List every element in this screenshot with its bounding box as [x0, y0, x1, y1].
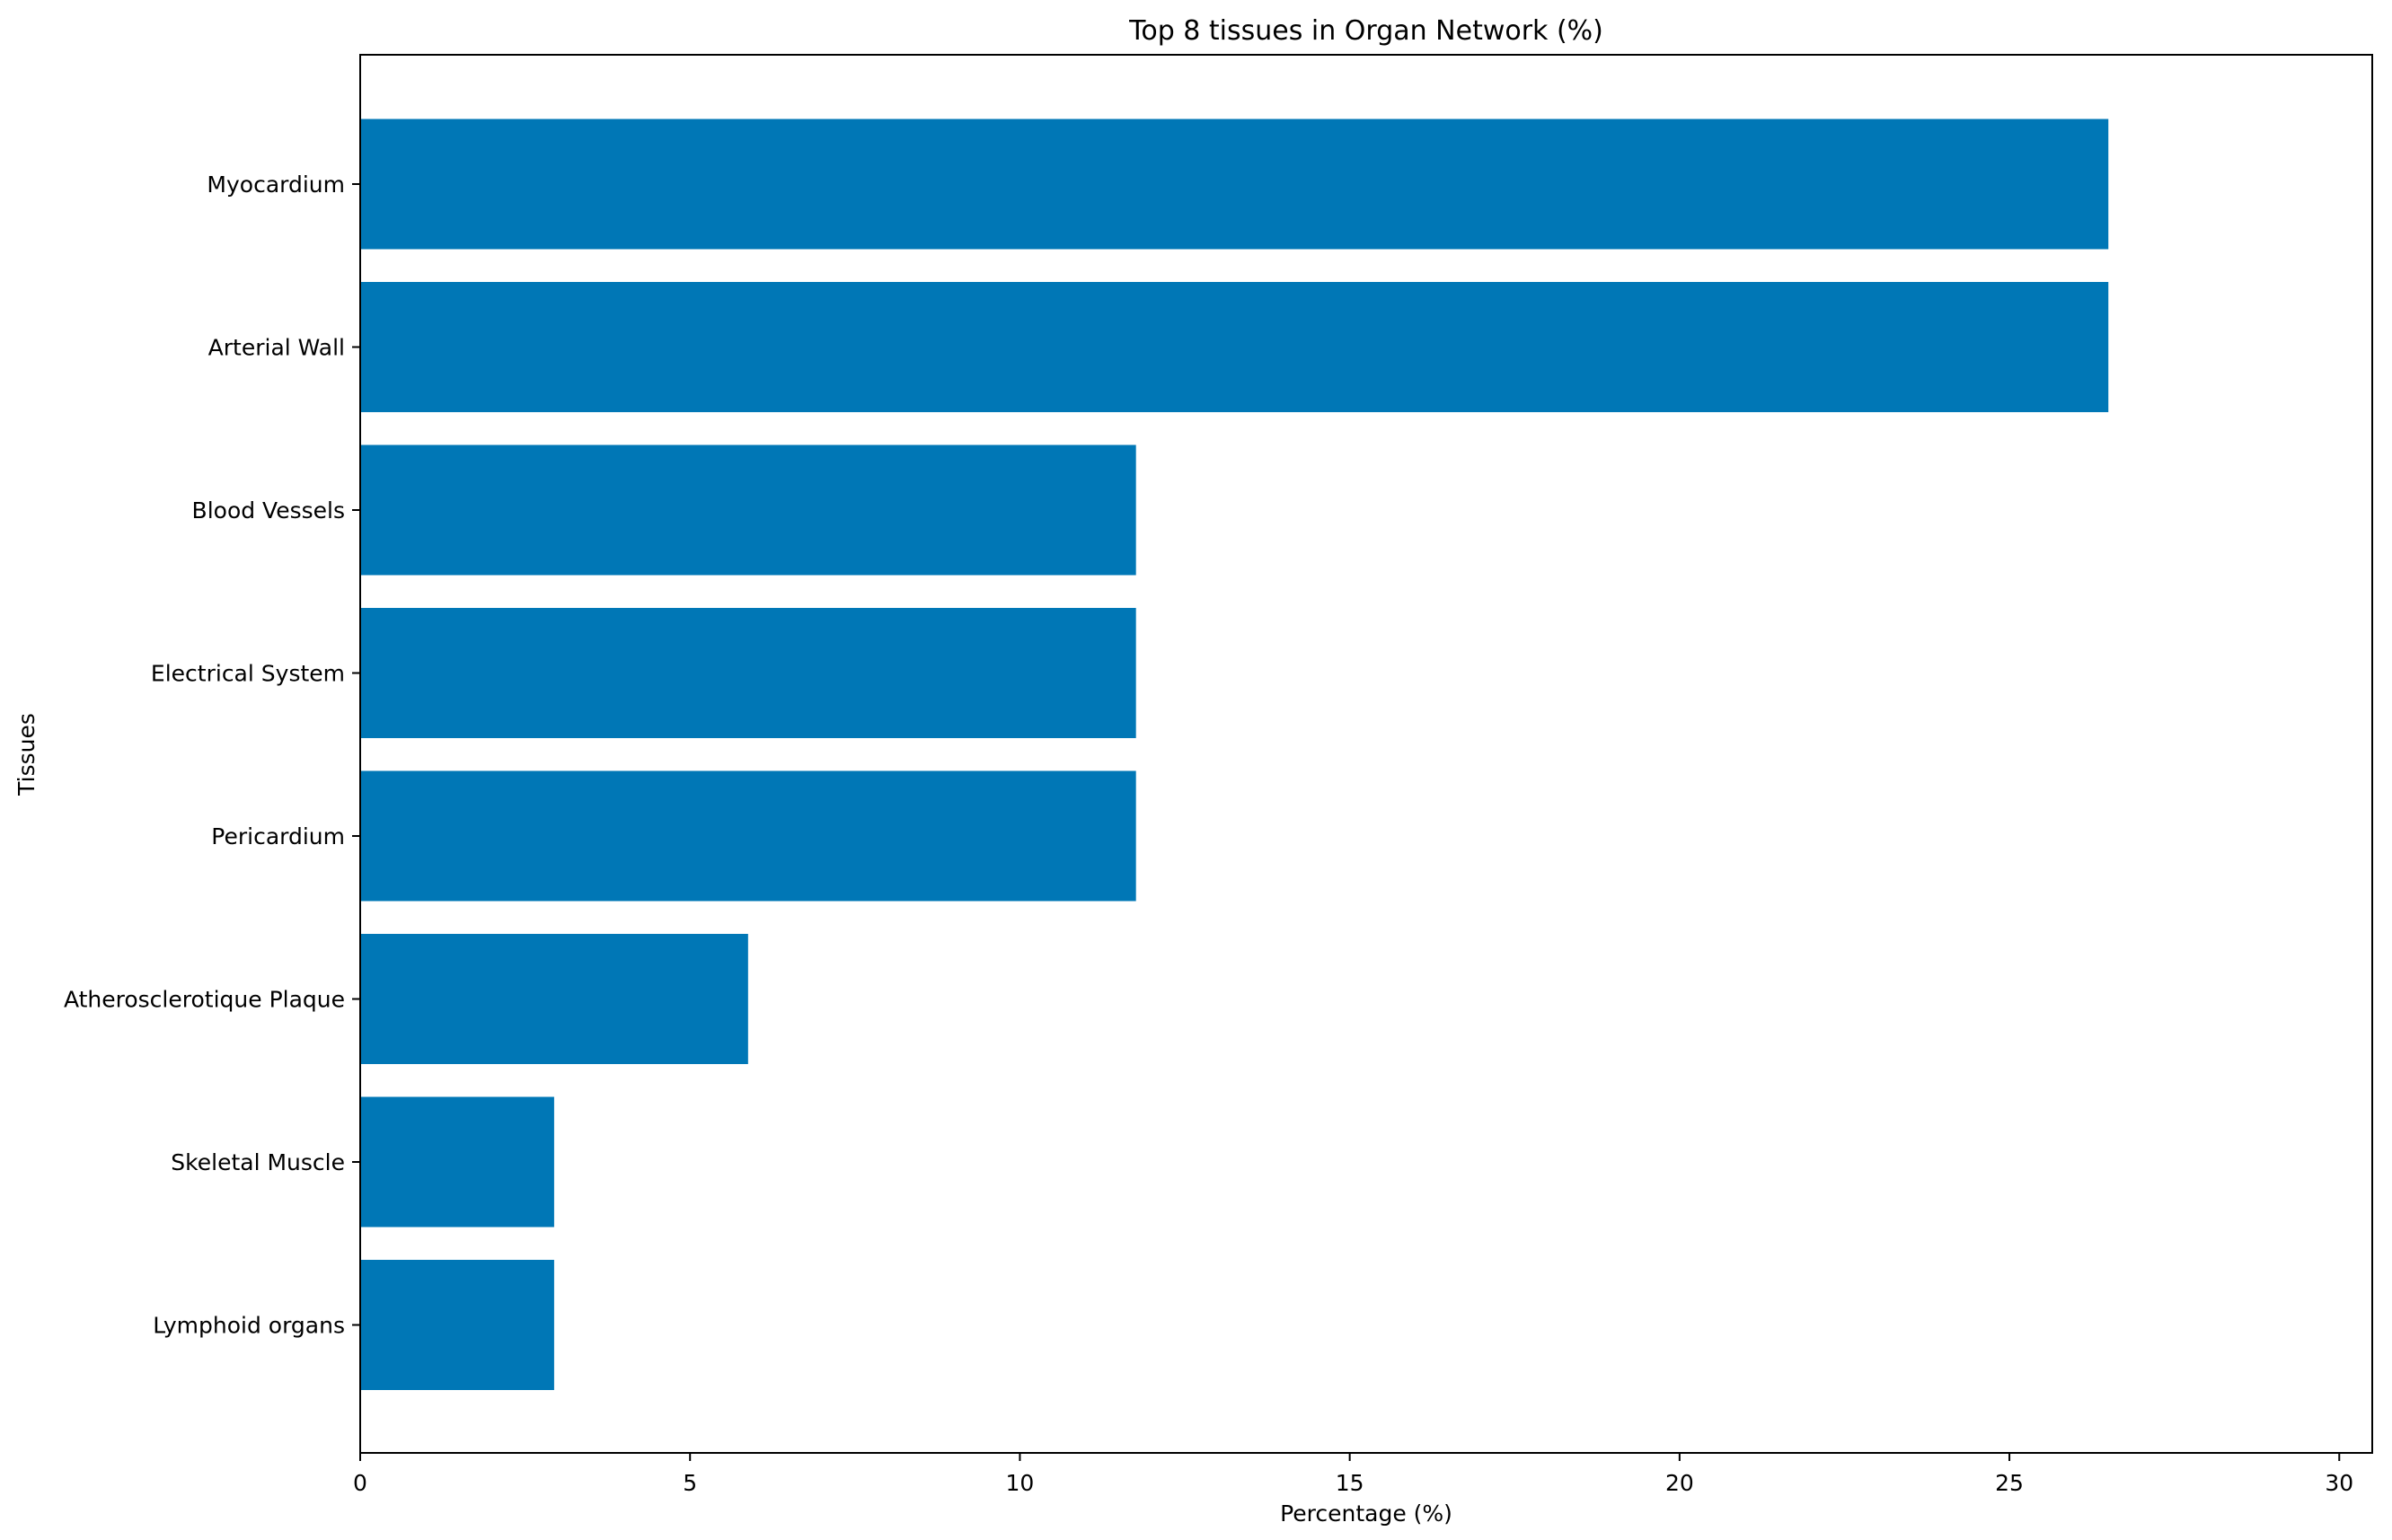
bar-electrical-system: [360, 608, 1136, 738]
bar-arterial-wall: [360, 282, 2109, 412]
x-tick-label: 10: [1006, 1470, 1035, 1496]
plot-frame: [359, 54, 2373, 1454]
y-tick-label: Blood Vessels: [192, 497, 345, 524]
y-tick-label: Pericardium: [211, 823, 345, 849]
y-tick-label: Lymphoid organs: [153, 1313, 345, 1339]
bar-blood-vessels: [360, 444, 1136, 576]
y-tick-label: Myocardium: [207, 172, 345, 198]
x-tick-label: 15: [1336, 1470, 1364, 1496]
bar-pericardium: [360, 770, 1136, 902]
bars-group: [360, 119, 2109, 1390]
y-axis-label: Tissues: [13, 713, 40, 796]
y-tick-label: Atherosclerotique Plaque: [64, 987, 345, 1013]
y-tick-label: Arterial Wall: [208, 335, 345, 361]
bar-lymphoid-organs: [360, 1260, 554, 1390]
x-tick-label: 25: [1995, 1470, 2024, 1496]
x-tick-label: 20: [1665, 1470, 1694, 1496]
bar-myocardium: [360, 119, 2109, 250]
bar-skeletal-muscle: [360, 1096, 554, 1228]
x-axis-label: Percentage (%): [1280, 1500, 1452, 1527]
x-tick-label: 30: [2325, 1470, 2353, 1496]
x-tick-label: 0: [353, 1470, 367, 1496]
y-tick-label: Electrical System: [151, 661, 345, 687]
y-tick-label: Skeletal Muscle: [171, 1149, 345, 1175]
bar-atherosclerotique-plaque: [360, 934, 748, 1064]
y-axis-ticks: Myocardium Arterial Wall Blood Vessels Elec…: [64, 172, 360, 1339]
x-axis-ticks: 0 5 10 15 20 25 30: [353, 1453, 2353, 1496]
x-tick-label: 5: [683, 1470, 697, 1496]
chart-title: Top 8 tissues in Organ Network (%): [1128, 15, 1603, 47]
